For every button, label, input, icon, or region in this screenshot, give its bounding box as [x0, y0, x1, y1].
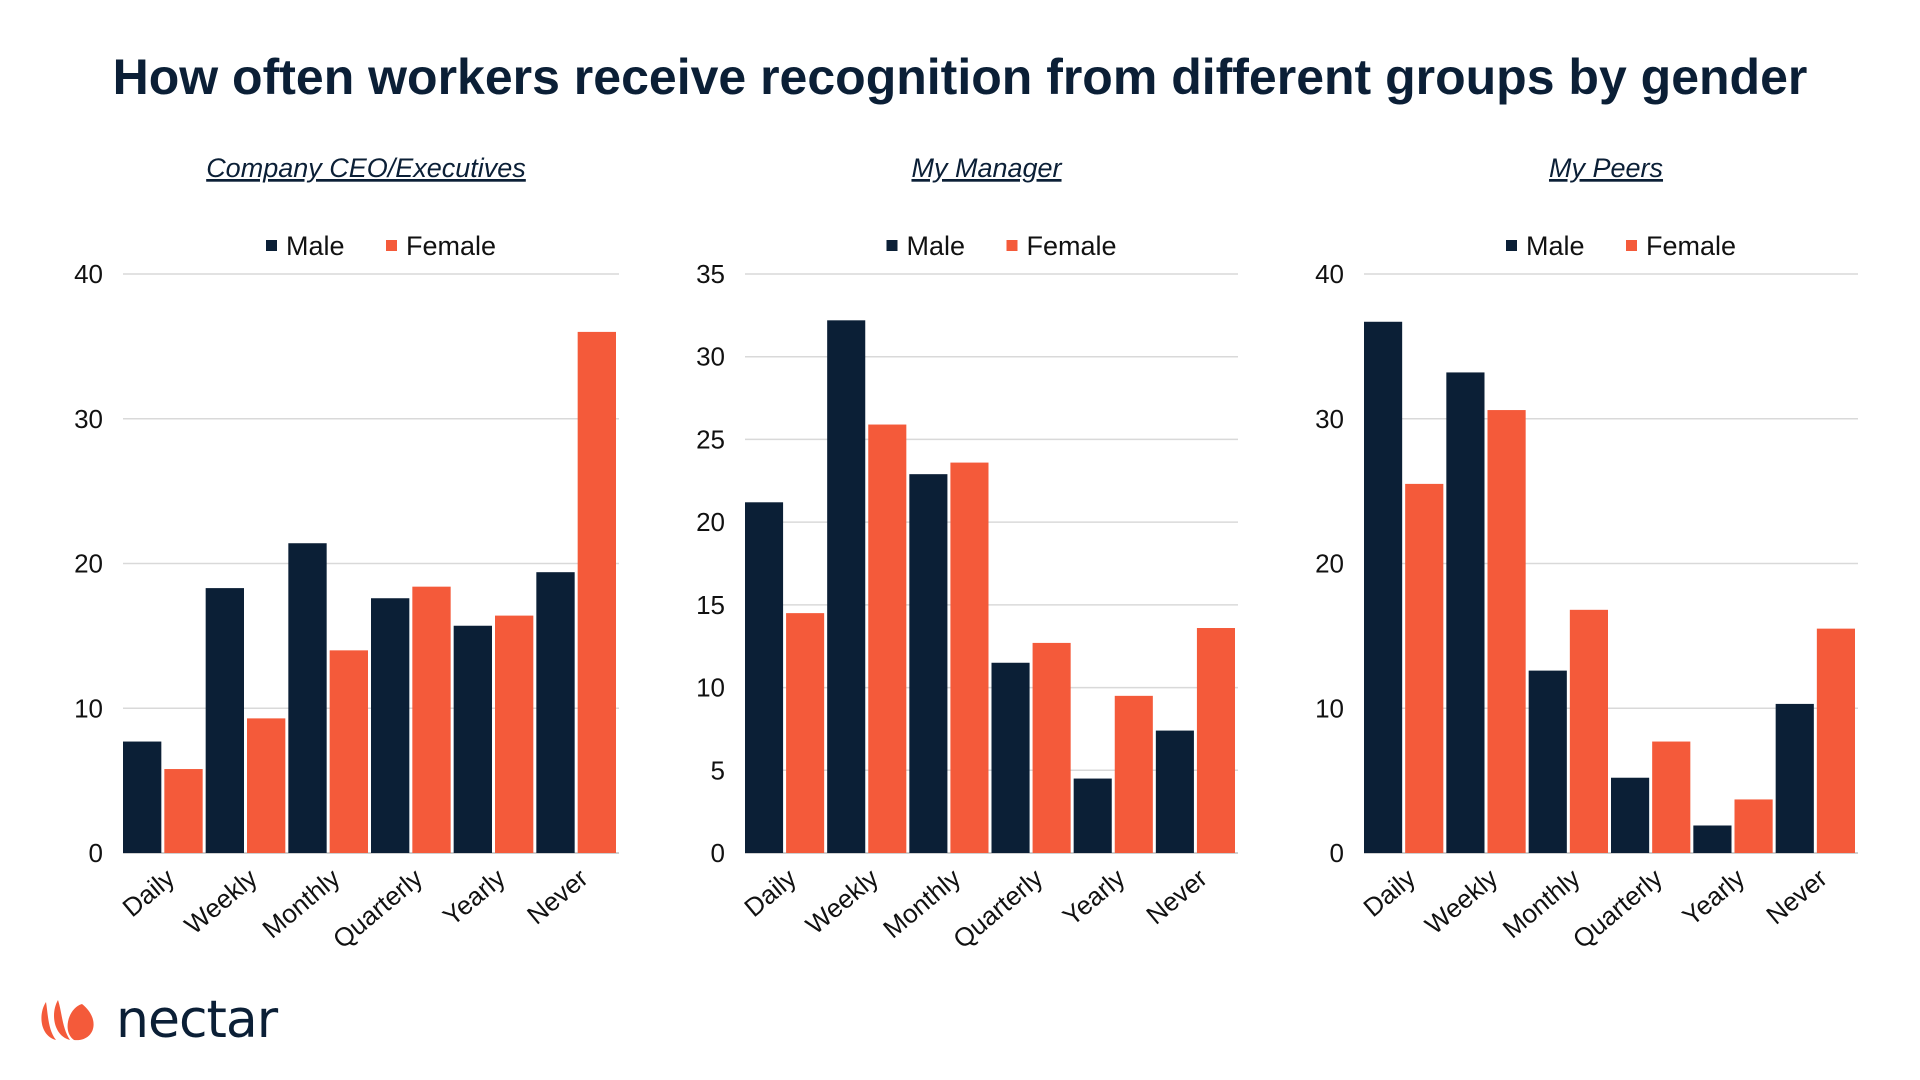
- chart-subtitle: Company CEO/Executives: [206, 153, 526, 183]
- bar-female-weekly: [1487, 410, 1526, 853]
- x-tick-label: Weekly: [800, 863, 884, 940]
- bar-female-quarterly: [412, 586, 451, 853]
- bar-male-yearly: [1073, 778, 1112, 853]
- bar-female-daily: [786, 613, 825, 853]
- bar-male-monthly: [288, 543, 327, 853]
- nectar-logo: nectar: [38, 990, 278, 1050]
- bar-female-quarterly: [1032, 642, 1071, 853]
- y-tick-label: 15: [696, 590, 725, 620]
- legend-label-male: Male: [1526, 231, 1585, 261]
- bar-female-monthly: [329, 650, 368, 853]
- x-tick-label: Daily: [1357, 863, 1421, 923]
- bar-male-weekly: [1446, 372, 1485, 853]
- y-tick-label: 0: [711, 838, 725, 868]
- y-tick-label: 35: [696, 259, 725, 289]
- bar-male-yearly: [453, 625, 492, 853]
- y-tick-label: 20: [696, 507, 725, 537]
- bar-male-weekly: [827, 320, 866, 853]
- x-tick-label: Weekly: [1419, 863, 1503, 940]
- bar-male-monthly: [1528, 670, 1567, 853]
- y-tick-label: 30: [696, 342, 725, 372]
- y-tick-label: 5: [711, 755, 725, 785]
- x-tick-label: Quarterly: [327, 863, 428, 955]
- bar-male-never: [1155, 730, 1194, 853]
- bar-male-yearly: [1693, 825, 1732, 853]
- bar-female-yearly: [495, 615, 534, 853]
- y-tick-label: 0: [89, 838, 103, 868]
- x-tick-label: Yearly: [437, 863, 511, 932]
- bar-female-monthly: [950, 462, 989, 853]
- y-tick-label: 10: [696, 673, 725, 703]
- legend-label-female: Female: [1646, 231, 1736, 261]
- legend-label-male: Male: [286, 231, 345, 261]
- y-tick-label: 30: [1315, 404, 1344, 434]
- x-tick-label: Quarterly: [1567, 863, 1668, 955]
- y-tick-label: 0: [1330, 838, 1344, 868]
- y-tick-label: 10: [74, 693, 103, 723]
- x-tick-label: Daily: [117, 863, 181, 923]
- bar-female-never: [577, 331, 616, 853]
- x-tick-label: Quarterly: [947, 863, 1048, 955]
- x-tick-label: Daily: [738, 863, 802, 923]
- bar-male-quarterly: [1611, 777, 1650, 853]
- x-tick-label: Never: [1140, 862, 1213, 930]
- bar-male-quarterly: [991, 662, 1030, 853]
- bar-female-quarterly: [1652, 741, 1691, 853]
- chart-subtitle: My Manager: [911, 153, 1062, 183]
- x-tick-label: Yearly: [1676, 863, 1750, 932]
- legend-swatch-male: [886, 240, 898, 251]
- legend-label-male: Male: [907, 231, 966, 261]
- legend-label-female: Female: [406, 231, 496, 261]
- bar-male-quarterly: [371, 598, 410, 853]
- legend-swatch-female: [1006, 240, 1018, 251]
- bar-male-daily: [1364, 321, 1403, 854]
- bar-female-weekly: [868, 424, 907, 853]
- bar-female-never: [1196, 628, 1235, 853]
- legend-swatch-male: [266, 240, 277, 251]
- legend-swatch-female: [1626, 240, 1637, 251]
- y-tick-label: 30: [74, 404, 103, 434]
- y-tick-label: 40: [74, 259, 103, 289]
- bar-male-monthly: [909, 474, 948, 853]
- bar-female-yearly: [1114, 695, 1153, 853]
- logo-text: nectar: [116, 990, 278, 1050]
- bar-female-daily: [164, 769, 203, 853]
- x-tick-label: Never: [1760, 862, 1833, 930]
- bar-female-never: [1816, 628, 1855, 853]
- bar-male-daily: [123, 741, 162, 853]
- y-tick-label: 20: [74, 549, 103, 579]
- chart-subtitle: My Peers: [1549, 153, 1663, 183]
- x-tick-label: Yearly: [1057, 863, 1131, 932]
- y-tick-label: 40: [1315, 259, 1344, 289]
- bar-female-monthly: [1569, 609, 1608, 853]
- bar-male-never: [1775, 703, 1814, 853]
- legend-swatch-male: [1506, 240, 1517, 251]
- legend-label-female: Female: [1027, 231, 1117, 261]
- bar-female-weekly: [247, 718, 286, 853]
- y-tick-label: 20: [1315, 549, 1344, 579]
- bar-female-daily: [1405, 483, 1444, 853]
- y-tick-label: 10: [1315, 693, 1344, 723]
- bar-male-weekly: [205, 588, 244, 853]
- bar-male-never: [536, 572, 575, 853]
- legend-swatch-female: [386, 240, 397, 251]
- bar-male-daily: [745, 502, 784, 853]
- x-tick-label: Never: [521, 862, 594, 930]
- page-title: How often workers receive recognition fr…: [112, 49, 1808, 105]
- x-tick-label: Weekly: [179, 863, 263, 940]
- bar-female-yearly: [1734, 799, 1773, 853]
- y-tick-label: 25: [696, 424, 725, 454]
- nectar-petal-logo-icon: [41, 1000, 94, 1041]
